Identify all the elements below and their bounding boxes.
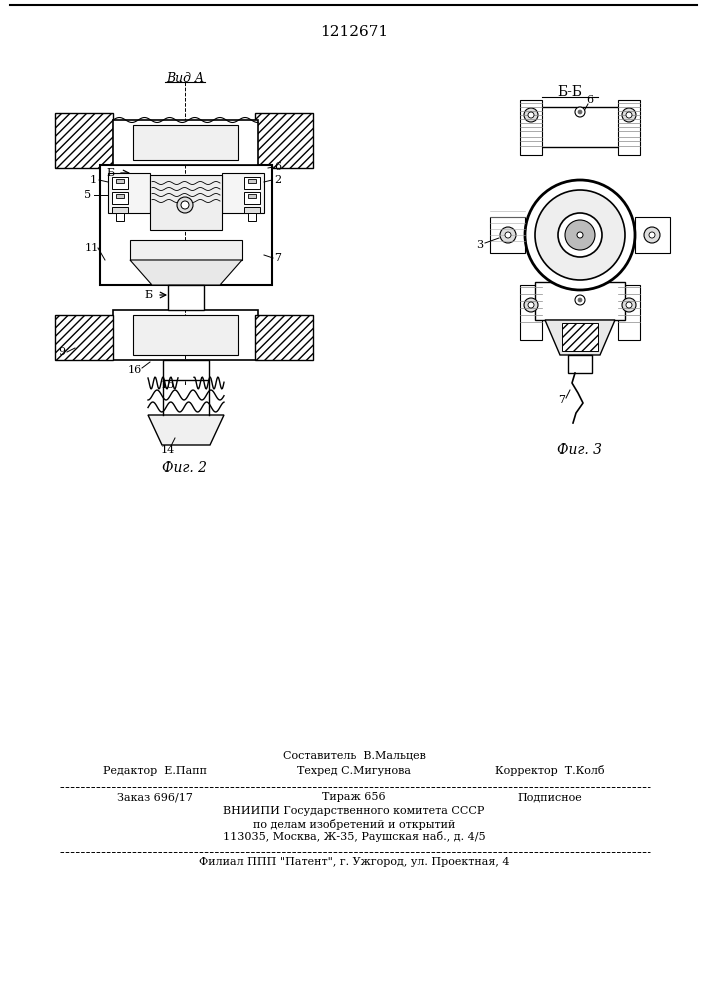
- Bar: [113, 120, 258, 165]
- Circle shape: [577, 232, 583, 238]
- Text: 11: 11: [85, 243, 99, 253]
- Text: 16: 16: [128, 365, 142, 375]
- Polygon shape: [130, 260, 242, 285]
- Text: Редактор  Е.Папп: Редактор Е.Папп: [103, 766, 207, 776]
- Text: ВНИИПИ Государственного комитета СССР: ВНИИПИ Государственного комитета СССР: [223, 806, 485, 816]
- Bar: [618, 100, 640, 155]
- Bar: [562, 323, 598, 351]
- Text: Заказ 696/17: Заказ 696/17: [117, 792, 193, 802]
- Bar: [244, 192, 260, 204]
- Circle shape: [528, 112, 534, 118]
- Text: 1: 1: [90, 175, 97, 185]
- Circle shape: [535, 190, 625, 280]
- Circle shape: [177, 197, 193, 213]
- Circle shape: [626, 112, 632, 118]
- Polygon shape: [545, 320, 615, 355]
- Text: Филиал ППП "Патент", г. Ужгород, ул. Проектная, 4: Филиал ППП "Патент", г. Ужгород, ул. Про…: [199, 857, 509, 867]
- Text: 2: 2: [274, 175, 281, 185]
- Text: Фиг. 3: Фиг. 3: [558, 443, 602, 457]
- Bar: [520, 285, 542, 340]
- Bar: [112, 207, 128, 213]
- Bar: [520, 100, 542, 155]
- Text: по делам изобретений и открытий: по делам изобретений и открытий: [253, 818, 455, 830]
- Bar: [130, 240, 242, 260]
- Bar: [490, 217, 525, 253]
- Circle shape: [565, 220, 595, 250]
- Text: 6: 6: [586, 95, 594, 105]
- Text: Б: Б: [144, 290, 152, 300]
- Bar: [150, 175, 222, 230]
- Bar: [635, 217, 670, 253]
- Bar: [244, 207, 260, 213]
- Circle shape: [575, 107, 585, 117]
- Bar: [535, 282, 625, 320]
- Bar: [133, 125, 238, 160]
- Circle shape: [505, 232, 511, 238]
- Text: Составитель  В.Мальцев: Составитель В.Мальцев: [283, 750, 426, 760]
- Text: Техред С.Мигунова: Техред С.Мигунова: [297, 766, 411, 776]
- Circle shape: [622, 298, 636, 312]
- Bar: [116, 213, 124, 221]
- Circle shape: [525, 180, 635, 290]
- Text: 6: 6: [274, 162, 281, 172]
- Text: 1212671: 1212671: [320, 25, 388, 39]
- Circle shape: [578, 110, 582, 114]
- Bar: [108, 173, 150, 213]
- Circle shape: [649, 232, 655, 238]
- Circle shape: [644, 227, 660, 243]
- Text: 15: 15: [161, 380, 175, 390]
- Bar: [116, 179, 124, 183]
- Circle shape: [626, 302, 632, 308]
- Bar: [100, 165, 272, 285]
- Bar: [112, 177, 128, 189]
- Circle shape: [528, 302, 534, 308]
- Bar: [568, 355, 592, 373]
- Bar: [248, 179, 256, 183]
- Bar: [133, 315, 238, 355]
- Circle shape: [558, 213, 602, 257]
- Text: 7: 7: [559, 395, 566, 405]
- Text: Корректор  Т.Колб: Корректор Т.Колб: [495, 766, 604, 776]
- Circle shape: [578, 298, 582, 302]
- Bar: [244, 177, 260, 189]
- Polygon shape: [148, 415, 224, 445]
- Bar: [535, 107, 625, 147]
- Bar: [255, 315, 313, 360]
- Bar: [618, 285, 640, 340]
- Text: Б-Б: Б-Б: [558, 85, 583, 99]
- Text: Тираж 656: Тираж 656: [322, 792, 386, 802]
- Bar: [248, 194, 256, 198]
- Bar: [163, 360, 209, 380]
- Bar: [222, 173, 264, 213]
- Bar: [113, 310, 258, 360]
- Circle shape: [575, 295, 585, 305]
- Text: Б: Б: [106, 168, 114, 178]
- Text: 9: 9: [59, 347, 66, 357]
- Circle shape: [622, 108, 636, 122]
- Circle shape: [524, 108, 538, 122]
- Text: 14: 14: [161, 445, 175, 455]
- Text: 3: 3: [477, 240, 484, 250]
- Bar: [168, 285, 204, 310]
- Text: 113035, Москва, Ж-35, Раушская наб., д. 4/5: 113035, Москва, Ж-35, Раушская наб., д. …: [223, 832, 485, 842]
- Circle shape: [500, 227, 516, 243]
- Text: 7: 7: [274, 253, 281, 263]
- Circle shape: [181, 201, 189, 209]
- Bar: [248, 213, 256, 221]
- Text: Вид A: Вид A: [166, 72, 204, 85]
- Text: Фиг. 2: Фиг. 2: [163, 461, 207, 475]
- Circle shape: [524, 298, 538, 312]
- Bar: [116, 194, 124, 198]
- Bar: [112, 192, 128, 204]
- Bar: [55, 113, 113, 168]
- Bar: [255, 113, 313, 168]
- Text: Подписное: Подписное: [518, 792, 583, 802]
- Text: 5: 5: [84, 190, 92, 200]
- Bar: [55, 315, 113, 360]
